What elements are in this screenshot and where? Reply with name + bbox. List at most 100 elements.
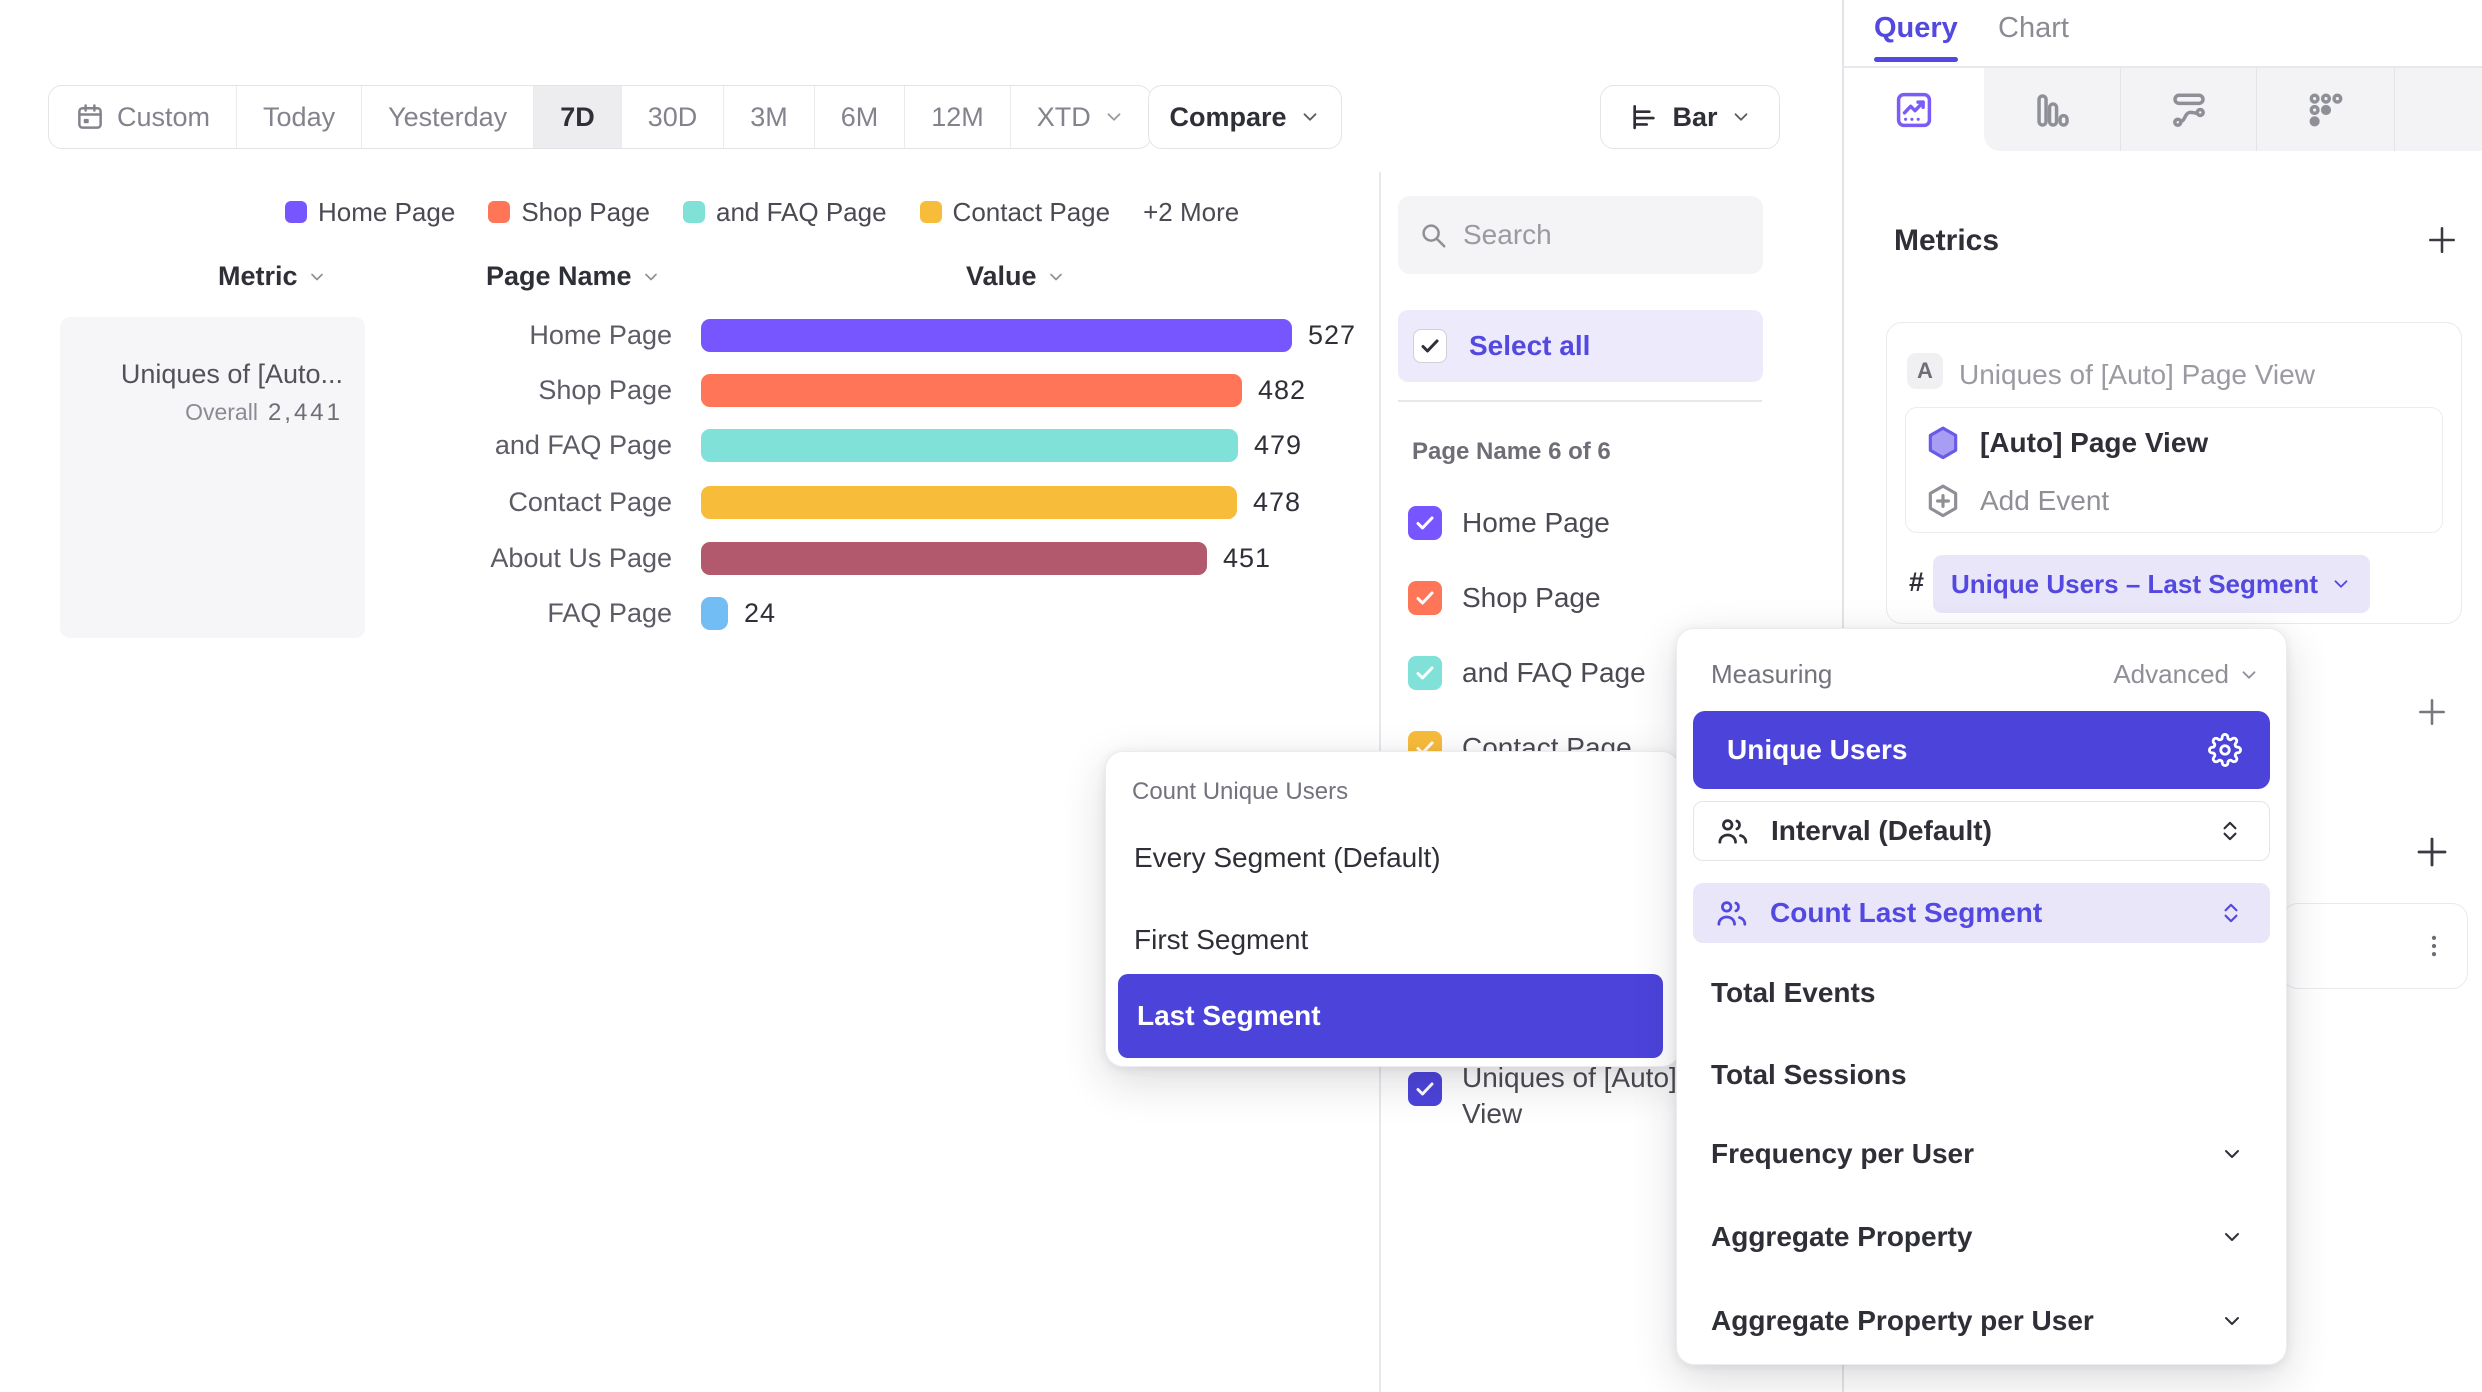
filter-item (1408, 581, 1442, 615)
metric-summary-card[interactable]: Uniques of [Auto... Overall 2,441 (60, 317, 365, 638)
flow-icon (2168, 89, 2210, 131)
date-range-custom[interactable]: Custom (49, 86, 238, 148)
grid-dots-icon (2305, 89, 2347, 131)
breakdown-card (2282, 903, 2468, 989)
insights-icon (1893, 89, 1935, 131)
add-event-label: Add Event (1980, 485, 2110, 516)
segment-option-selected[interactable]: Last Segment (1118, 974, 1663, 1058)
check-icon (1413, 661, 1437, 685)
search-input[interactable]: Search (1398, 196, 1763, 274)
filter-divider (1398, 400, 1762, 402)
measuring-param-count-last-segment[interactable]: Count Last Segment (1693, 883, 2270, 943)
bar-row-label: Home Page (529, 320, 672, 350)
chevron-down-icon (2220, 1225, 2244, 1249)
bar-contact-page[interactable] (701, 486, 1237, 519)
chart-type-label: Bar (1672, 101, 1718, 132)
add-breakdown-icon[interactable] (2412, 832, 2452, 872)
checkbox-shop-page[interactable] (1408, 581, 1442, 615)
event-row[interactable]: [Auto] Page View (1924, 424, 2208, 462)
bar-faq-page[interactable] (701, 597, 728, 630)
date-range-6m[interactable]: 6M (815, 86, 906, 148)
add-event-hexagon-icon (1924, 482, 1962, 520)
metric-overall-value: 2,441 (267, 399, 343, 426)
calendar-icon (75, 102, 105, 132)
chevron-down-icon (1046, 267, 1066, 287)
filter-item (1408, 1072, 1442, 1106)
report-tab-flow[interactable] (2120, 68, 2256, 151)
advanced-toggle[interactable]: Advanced (2113, 659, 2260, 690)
check-icon (1413, 586, 1437, 610)
date-range-12m[interactable]: 12M (905, 86, 1011, 148)
chevron-down-icon (641, 267, 661, 287)
segment-option[interactable]: Every Segment (Default) (1134, 842, 1441, 873)
checkbox-home-page[interactable] (1408, 506, 1442, 540)
active-tab-underline (1874, 57, 1958, 62)
date-range-control: Custom Today Yesterday 7D 30D 3M 6M 12M XTD (48, 85, 1152, 149)
chevron-down-icon (307, 267, 327, 287)
bar-shop-page[interactable] (701, 374, 1242, 407)
select-all-row[interactable]: Select all (1398, 310, 1763, 382)
date-range-3m[interactable]: 3M (724, 86, 815, 148)
measuring-selected-option[interactable]: Unique Users (1693, 711, 2270, 789)
filter-item-label[interactable]: and FAQ Page (1462, 657, 1646, 688)
search-icon (1418, 220, 1448, 250)
chevrons-updown-icon (2218, 900, 2244, 926)
add-event-row[interactable]: Add Event (1924, 482, 2109, 520)
tab-query[interactable]: Query (1874, 12, 1958, 44)
tab-chart[interactable]: Chart (1998, 12, 2069, 44)
bar-value: 482 (1258, 375, 1307, 405)
chevron-down-icon (2238, 664, 2260, 686)
measuring-option-total-events[interactable]: Total Events (1711, 977, 1876, 1008)
compare-button[interactable]: Compare (1148, 85, 1342, 149)
gear-icon[interactable] (2208, 733, 2242, 767)
bar-row-label: FAQ Page (547, 598, 672, 628)
report-tab-insights[interactable] (1844, 68, 1984, 151)
add-filter-icon[interactable] (2414, 694, 2450, 730)
metric-name[interactable]: Uniques of [Auto] Page View (1959, 359, 2315, 390)
column-header-page-name[interactable]: Page Name (486, 261, 661, 292)
bar-about-us-page[interactable] (701, 542, 1207, 575)
checkbox-and-faq-page[interactable] (1408, 656, 1442, 690)
legend-item[interactable]: and FAQ Page (682, 197, 887, 228)
column-header-value[interactable]: Value (966, 261, 1066, 292)
measuring-param-interval-default-[interactable]: Interval (Default) (1693, 801, 2270, 861)
bar-and-faq-page[interactable] (701, 429, 1238, 462)
bar-home-page[interactable] (701, 319, 1292, 352)
date-range-today[interactable]: Today (237, 86, 363, 148)
select-all-checkbox[interactable] (1413, 329, 1447, 363)
date-range-xtd[interactable]: XTD (1011, 86, 1151, 148)
report-tab-grid-dots[interactable] (2256, 68, 2394, 151)
bar-row-label: Contact Page (508, 487, 672, 517)
filter-group-label: Page Name 6 of 6 (1412, 438, 1611, 465)
date-range-7d[interactable]: 7D (534, 86, 622, 148)
kebab-menu-icon[interactable] (2419, 931, 2449, 961)
legend-item[interactable]: Home Page (285, 197, 455, 228)
measuring-option-frequency-per-user[interactable]: Frequency per User (1711, 1138, 1974, 1169)
segment-option[interactable]: First Segment (1134, 924, 1309, 955)
measuring-option-aggregate-property-per-user[interactable]: Aggregate Property per User (1711, 1305, 2094, 1336)
legend-item[interactable]: Shop Page (488, 197, 650, 228)
measuring-option-aggregate-property[interactable]: Aggregate Property (1711, 1221, 1973, 1252)
measurement-pill[interactable]: Unique Users – Last Segment (1933, 555, 2370, 613)
filter-item-label[interactable]: Home Page (1462, 507, 1610, 538)
date-range-30d[interactable]: 30D (622, 86, 725, 148)
legend-item[interactable]: Contact Page (919, 197, 1110, 228)
legend-more[interactable]: +2 More (1143, 196, 1240, 227)
column-header-metric[interactable]: Metric (218, 261, 327, 292)
date-range-yesterday[interactable]: Yesterday (362, 86, 535, 148)
people-icon (1716, 815, 1749, 848)
segment-popup-title: Count Unique Users (1132, 778, 1349, 805)
filter-item-label[interactable]: Shop Page (1462, 582, 1601, 613)
event-hexagon-icon (1924, 424, 1962, 462)
checkbox-uniques-of-auto-page-view[interactable] (1408, 1072, 1442, 1106)
report-tab-funnel[interactable] (1984, 68, 2120, 151)
measuring-option-total-sessions[interactable]: Total Sessions (1711, 1059, 1907, 1090)
bar-row-label: Shop Page (538, 375, 672, 405)
add-metric-icon[interactable] (2424, 222, 2460, 258)
chart-type-button[interactable]: Bar (1600, 85, 1780, 149)
measuring-title: Measuring (1711, 659, 1833, 689)
legend-swatch (919, 201, 942, 223)
chevrons-updown-icon (2217, 818, 2243, 844)
chevron-down-icon (1299, 106, 1321, 128)
